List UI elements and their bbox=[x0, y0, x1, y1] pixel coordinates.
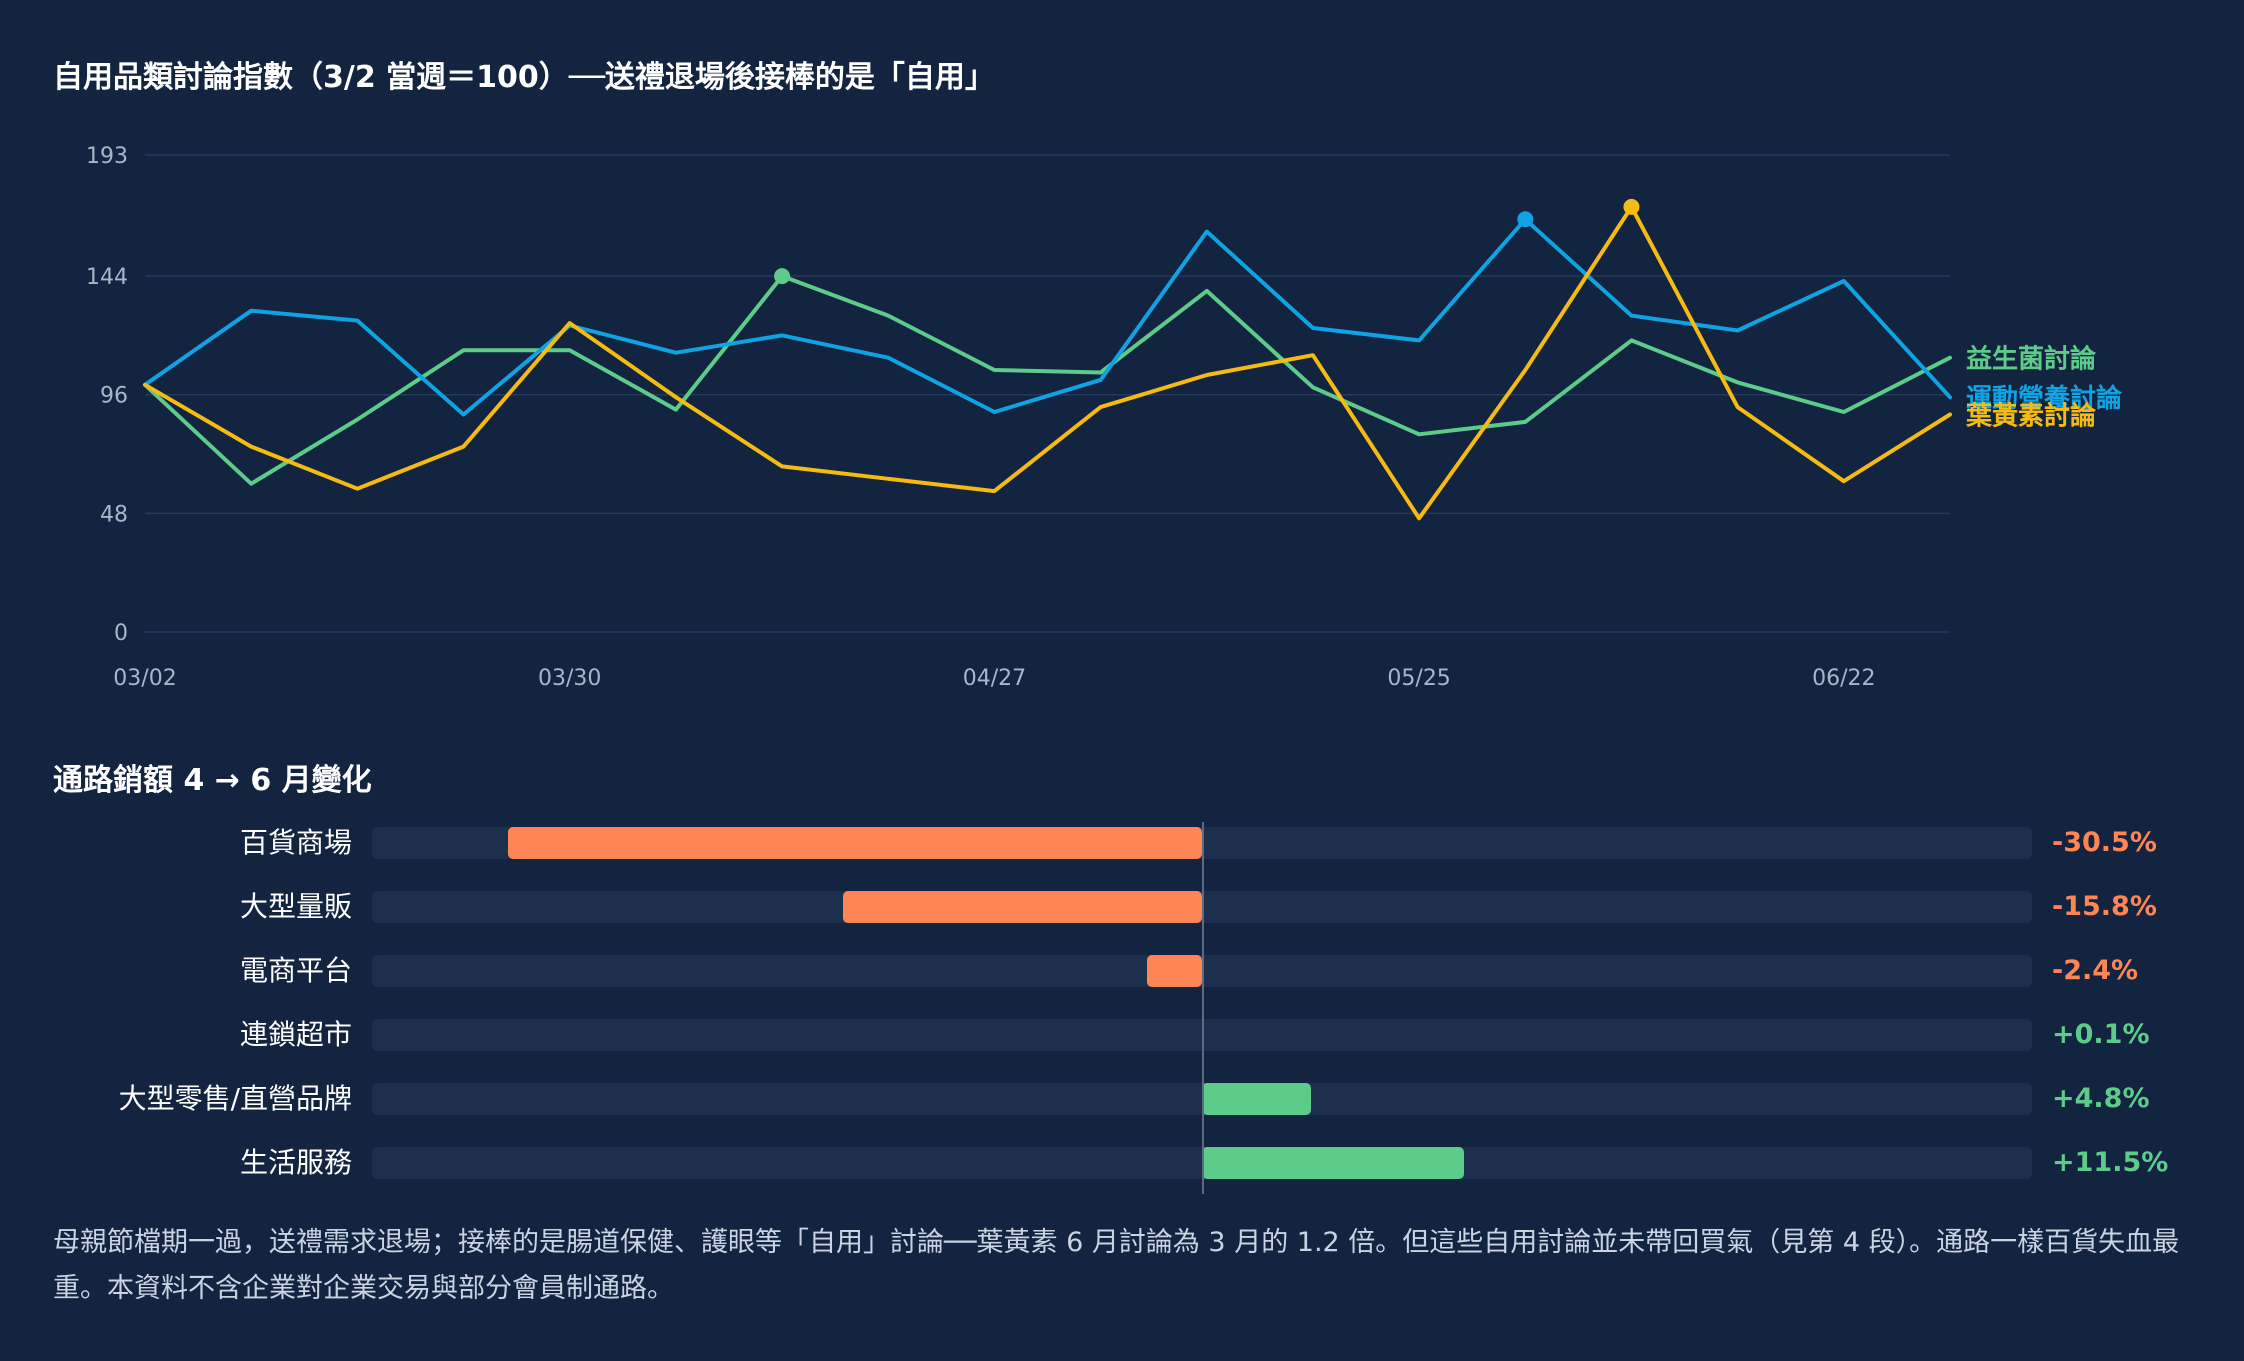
footnote: 母親節檔期一過，送禮需求退場；接棒的是腸道保健、護眼等「自用」討論──葉黃素 6… bbox=[53, 1227, 2180, 1304]
bar-row: 大型量販 -15.8% bbox=[0, 890, 2244, 924]
bar-1 bbox=[508, 827, 1202, 859]
series-label-0: 益生菌討論 bbox=[1966, 344, 2097, 375]
bar-row: 生活服務 +11.5% bbox=[0, 1146, 2244, 1180]
bar-5 bbox=[1202, 1083, 1312, 1115]
bar-category-label: 大型零售/直營品牌 bbox=[118, 1082, 352, 1115]
y-tick-label: 193 bbox=[86, 144, 128, 169]
bar-value-label: -30.5% bbox=[2052, 827, 2157, 858]
bar-row: 大型零售/直營品牌 +4.8% bbox=[0, 1082, 2244, 1116]
bar-value-label: -2.4% bbox=[2052, 955, 2139, 986]
bar-category-label: 大型量販 bbox=[239, 890, 352, 923]
series-label-1: 運動營養討論 bbox=[1966, 383, 2123, 414]
bar-value-label: +0.1% bbox=[2052, 1019, 2150, 1050]
bar-row: 連鎖超市 +0.1% bbox=[0, 1018, 2244, 1052]
y-tick-label: 96 bbox=[100, 384, 128, 409]
bar-row: 百貨商場 -30.5% bbox=[0, 826, 2244, 860]
bar-category-label: 百貨商場 bbox=[239, 826, 352, 859]
bar-row: 電商平台 -2.4% bbox=[0, 954, 2244, 988]
y-tick-label: 48 bbox=[100, 502, 128, 527]
bar-category-label: 電商平台 bbox=[239, 954, 352, 987]
bar-chart-title: 通路銷額 4 → 6 月變化 bbox=[53, 763, 372, 798]
bar-2 bbox=[842, 891, 1202, 923]
series-label-2: 葉黃素討論 bbox=[1965, 401, 2097, 432]
bar-value-label: -15.8% bbox=[2052, 891, 2157, 922]
zero-baseline bbox=[1202, 822, 1204, 1194]
bar-category-label: 生活服務 bbox=[239, 1146, 352, 1179]
bar-value-label: +11.5% bbox=[2052, 1147, 2169, 1178]
series-line-0 bbox=[143, 274, 1952, 486]
peak-marker-2 bbox=[1623, 198, 1640, 215]
bar-3 bbox=[1147, 955, 1202, 987]
series-line-2 bbox=[143, 204, 1952, 521]
x-tick-label: 03/30 bbox=[538, 666, 601, 691]
x-tick-label: 04/27 bbox=[963, 666, 1026, 691]
x-tick-label: 05/25 bbox=[1387, 666, 1450, 691]
peak-marker-1 bbox=[1517, 211, 1534, 228]
bar-category-label: 連鎖超市 bbox=[239, 1018, 352, 1051]
bar-6 bbox=[1202, 1147, 1464, 1179]
line-chart-title: 自用品類討論指數（3/2 當週＝100）──送禮退場後接棒的是「自用」 bbox=[53, 60, 995, 95]
series-line-1 bbox=[143, 217, 1952, 417]
y-tick-label: 0 bbox=[114, 621, 128, 646]
peak-marker-0 bbox=[774, 268, 791, 285]
x-tick-label: 03/02 bbox=[113, 666, 176, 691]
y-tick-label: 144 bbox=[86, 265, 128, 290]
line-chart: 0 48 96 144 193 03/02 03/30 04/27 05/25 06/22 益生菌討… bbox=[86, 144, 2123, 691]
x-tick-label: 06/22 bbox=[1812, 666, 1875, 691]
bar-value-label: +4.8% bbox=[2052, 1083, 2150, 1114]
